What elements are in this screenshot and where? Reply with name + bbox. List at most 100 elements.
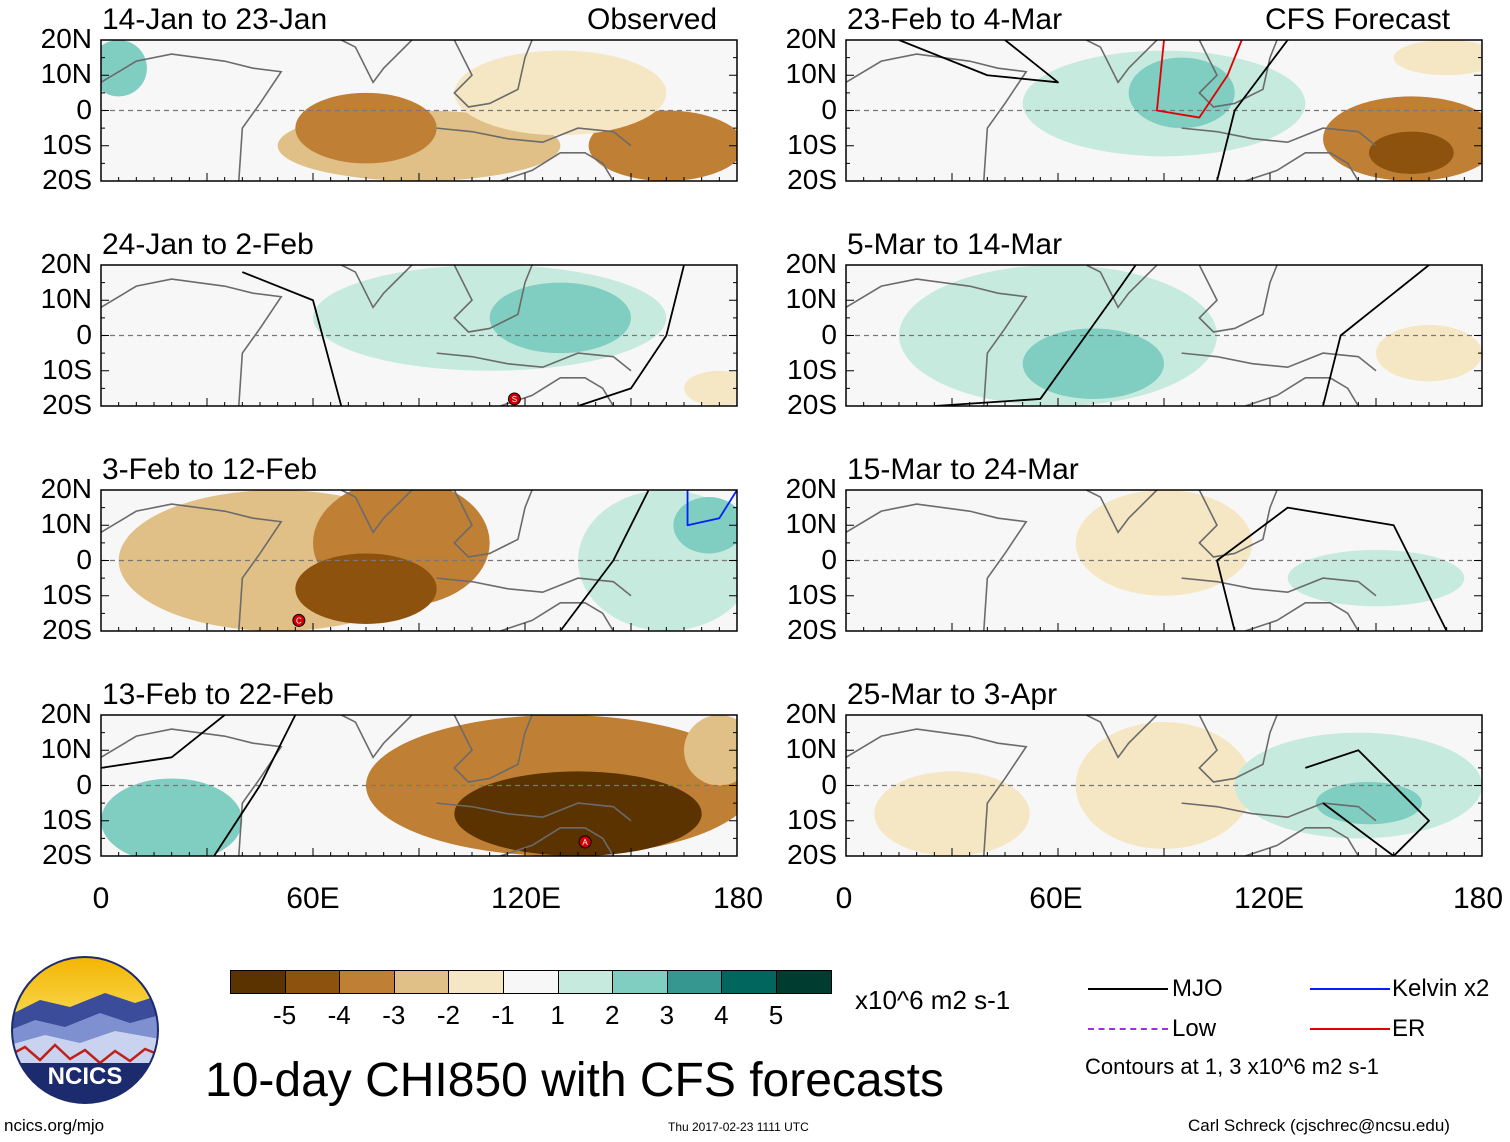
anomaly-region [1128,57,1235,129]
storm-marker: S [507,392,521,406]
map-plot [845,714,1483,857]
x-tick-label: 120E [1233,882,1305,915]
coastline [1245,152,1360,181]
anomaly-region [1287,549,1465,607]
y-tick-label: 20N [785,698,837,729]
y-tick-label: 10S [787,578,837,610]
colorbar-label: 4 [714,1000,729,1030]
y-tick-label: 0 [821,543,837,575]
y-tick-label: 10N [785,508,837,540]
y-tick-label: 10S [42,803,92,835]
coastline [101,728,283,856]
coastline [453,490,533,558]
contour-mjo [577,265,685,406]
map-panel [845,39,1483,182]
coastline [453,40,533,108]
x-tick-label: 0 [92,882,110,915]
y-tick-label: 20S [787,839,837,870]
storm-marker: C [292,613,306,627]
footer-url[interactable]: ncics.org/mjo [4,1116,105,1135]
coastline [1181,127,1377,147]
y-tick-label: 0 [76,318,92,350]
colorbar-label: 5 [768,1000,784,1030]
colorbar-swatch [448,970,504,994]
panel-period: 15-Mar to 24-Mar [847,453,1079,486]
coastline [1181,577,1377,597]
panel-period: 25-Mar to 3-Apr [847,678,1058,711]
coastline [436,577,632,597]
y-tick-label: 20N [785,23,837,54]
coastline [500,827,615,856]
ncics-logo: NCICS [10,955,160,1110]
storm-marker: A [578,835,592,849]
cfs-forecast-header: CFS Forecast [1265,3,1451,36]
y-tick-label: 10S [787,803,837,835]
colorbar-swatch [393,970,450,994]
contour-mjo [1322,265,1430,406]
legend-er-line [1310,1028,1390,1030]
legend-kelvin-line [1310,988,1390,990]
coastline [1245,377,1360,406]
map-panel [845,489,1483,632]
coastline [1181,802,1377,822]
coastline [1198,40,1278,108]
colorbar-swatch [721,970,777,994]
observed-header: Observed [587,3,718,36]
panel-period: 14-Jan to 23-Jan [102,3,328,36]
coastline [1245,827,1360,856]
coastline [1198,265,1278,333]
anomaly-region [1393,40,1482,76]
colorbar-swatch [612,970,668,994]
coastline [340,265,413,309]
colorbar-swatch [666,970,723,994]
map-panel: S [100,264,738,407]
coastline [500,377,615,406]
panel-period: 5-Mar to 14-Mar [847,228,1063,261]
coastline [1245,602,1360,631]
y-tick-label: 20S [787,389,837,420]
anomaly-region [1022,328,1164,399]
anomaly-region [684,715,737,786]
legend-mjo-label: MJO [1172,975,1223,1002]
coastline [1198,715,1278,783]
coastline [436,127,632,147]
map-plot [845,489,1483,632]
map-panel [100,39,738,182]
legend-low-label: Low [1172,1015,1217,1042]
contour-mjo [559,490,650,631]
legend-kelvin-label: Kelvin x2 [1392,975,1490,1002]
y-tick-label: 0 [821,768,837,800]
map-plot: A [100,714,738,857]
colorbar-swatch [230,970,286,994]
y-tick-label: 0 [76,543,92,575]
x-tick-label: 0 [835,882,853,915]
footer-timestamp: Thu 2017-02-23 1111 UTC [668,1120,809,1134]
coastline [436,802,632,822]
panel-period: 3-Feb to 12-Feb [102,453,318,486]
coastline [1181,352,1377,372]
anomaly-region [295,92,437,164]
y-tick-label: 20N [785,248,837,279]
x-tick-label: 120E [490,882,562,915]
coastline [1085,715,1158,759]
y-tick-label: 10N [785,733,837,765]
y-tick-label: 10N [40,733,92,765]
y-tick-label: 20S [42,839,92,870]
colorbar-swatch [339,970,395,994]
contour-mjo [898,40,1059,84]
anomaly-region [874,771,1030,856]
coastline [846,728,1028,856]
colorbar-swatch [776,970,832,994]
map-panel [845,714,1483,857]
legend-low-line [1088,1028,1168,1030]
anomaly-region [454,771,702,856]
anomaly-region [101,778,243,856]
y-tick-label: 10N [40,283,92,315]
map-plot: C [100,489,738,632]
panel-period: 23-Feb to 4-Mar [847,3,1063,36]
y-tick-label: 20S [42,164,92,195]
colorbar-label: 1 [550,1000,565,1030]
y-tick-label: 0 [76,93,92,125]
map-plot: S [100,264,738,407]
y-tick-label: 20N [40,23,92,54]
